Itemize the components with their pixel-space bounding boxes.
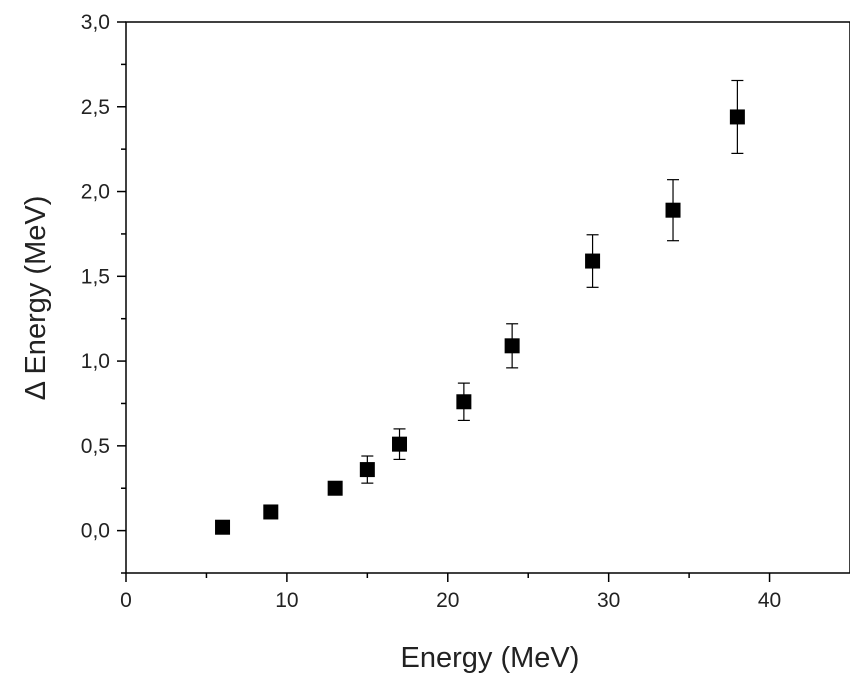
data-points (215, 79, 745, 535)
y-tick-label: 3,0 (81, 11, 110, 34)
data-point (327, 480, 343, 496)
data-point (729, 109, 745, 125)
y-tick-label: 2,0 (81, 181, 110, 204)
data-point (392, 436, 408, 452)
y-axis-title: Δ Energy (MeV) (20, 196, 52, 401)
y-axis-tick-labels: 0,0 0,5 1,0 1,5 2,0 2,5 3,0 (81, 11, 110, 543)
x-axis-ticks (125, 573, 771, 582)
x-tick-label: 20 (436, 589, 459, 612)
x-axis-tick-labels: 0 10 20 30 40 (120, 589, 781, 612)
y-tick-label: 0,0 (81, 520, 110, 543)
data-point (665, 202, 681, 218)
y-tick-label: 0,5 (81, 435, 110, 458)
x-tick-label: 40 (758, 589, 781, 612)
x-tick-label: 30 (597, 589, 620, 612)
y-tick-label: 1,0 (81, 350, 110, 373)
data-point (504, 338, 520, 354)
data-point (585, 253, 601, 269)
data-point (215, 519, 231, 535)
y-tick-label: 1,5 (81, 265, 110, 288)
y-axis-ticks (117, 21, 126, 574)
data-point (456, 394, 472, 410)
data-point (263, 504, 279, 520)
x-axis-title: Energy (MeV) (401, 642, 580, 674)
plot-frame (125, 21, 850, 574)
x-tick-label: 0 (120, 589, 132, 612)
data-point (359, 462, 375, 478)
y-tick-label: 2,5 (81, 96, 110, 119)
x-tick-label: 10 (275, 589, 298, 612)
